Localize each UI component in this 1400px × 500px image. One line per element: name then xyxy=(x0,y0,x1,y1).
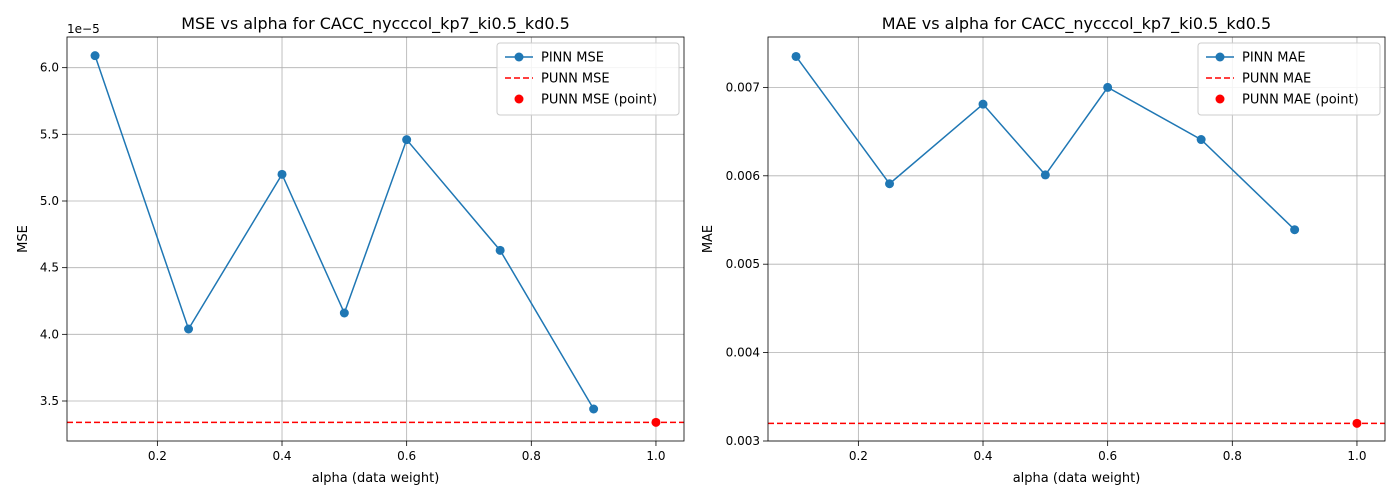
data-point xyxy=(339,308,349,318)
legend-box xyxy=(1197,42,1381,116)
legend-marker xyxy=(1215,52,1225,62)
y-tick-label: 0.005 xyxy=(726,257,760,271)
data-point xyxy=(885,179,895,189)
legend-box xyxy=(496,42,680,116)
x-tick-label: 0.2 xyxy=(148,449,167,463)
x-tick-label: 1.0 xyxy=(646,449,665,463)
y-axis-label: MAE xyxy=(701,225,716,253)
y-tick-label: 4.5 xyxy=(40,261,59,275)
data-point xyxy=(277,169,287,179)
y-tick-label: 0.003 xyxy=(726,434,760,448)
x-tick-label: 0.6 xyxy=(1098,449,1117,463)
legend-label: PINN MAE xyxy=(1242,51,1306,66)
data-point xyxy=(1040,170,1050,180)
chart-title: MSE vs alpha for CACC_nycccol_kp7_ki0.5_… xyxy=(181,14,570,34)
data-point xyxy=(589,404,599,414)
x-tick-label: 0.8 xyxy=(522,449,541,463)
legend-label: PUNN MSE (point) xyxy=(541,93,657,108)
y-tick-label: 0.006 xyxy=(726,169,760,183)
axis-offset-text: 1e−5 xyxy=(67,22,100,36)
data-point xyxy=(495,245,505,255)
data-point xyxy=(978,99,988,109)
legend-marker xyxy=(514,52,524,62)
x-tick-label: 0.8 xyxy=(1223,449,1242,463)
legend-label: PUNN MAE (point) xyxy=(1242,93,1359,108)
x-tick-label: 0.4 xyxy=(973,449,992,463)
data-point xyxy=(1290,225,1300,235)
chart-panel-2: 0.2 0.4 0.6 0.8 1.0 0.003 0.004 0.005 0.006 0.007… xyxy=(701,14,1386,486)
data-point xyxy=(184,324,194,334)
data-point xyxy=(402,135,412,145)
x-axis-label: alpha (data weight) xyxy=(312,471,440,486)
x-tick-label: 0.4 xyxy=(272,449,291,463)
data-point xyxy=(1103,82,1113,92)
y-tick-label: 6.0 xyxy=(40,61,59,75)
y-tick-label: 5.5 xyxy=(40,127,59,141)
chart-title: MAE vs alpha for CACC_nycccol_kp7_ki0.5_… xyxy=(882,14,1271,34)
axes-frame xyxy=(767,36,1386,442)
y-tick-label: 0.004 xyxy=(726,346,760,360)
legend-marker xyxy=(514,94,524,104)
legend-label: PUNN MAE xyxy=(1242,72,1311,87)
legend-label: PUNN MSE xyxy=(541,72,610,87)
x-tick-label: 0.2 xyxy=(849,449,868,463)
axes-frame xyxy=(66,36,685,442)
y-tick-label: 3.5 xyxy=(40,394,59,408)
chart-panel-1: 0.2 0.4 0.6 0.8 1.0 3.5 4.0 4.5 5.0 5.5 6.0 MSE vs … xyxy=(16,14,685,486)
scatter-point xyxy=(651,417,661,427)
x-tick-label: 0.6 xyxy=(397,449,416,463)
legend: PINN MSE PUNN MSE PUNN MSE (point) xyxy=(496,42,680,116)
scatter-point xyxy=(1352,418,1362,428)
y-axis-label: MSE xyxy=(16,225,31,253)
y-tick-label: 5.0 xyxy=(40,194,59,208)
y-tick-label: 0.007 xyxy=(726,80,760,94)
x-axis-label: alpha (data weight) xyxy=(1013,471,1141,486)
legend-marker xyxy=(1215,94,1225,104)
y-tick-label: 4.0 xyxy=(40,327,59,341)
x-tick-label: 1.0 xyxy=(1347,449,1366,463)
legend-label: PINN MSE xyxy=(541,51,604,66)
data-point xyxy=(1196,135,1206,145)
legend: PINN MAE PUNN MAE PUNN MAE (point) xyxy=(1197,42,1381,116)
data-point xyxy=(90,51,100,61)
data-point xyxy=(791,51,801,61)
